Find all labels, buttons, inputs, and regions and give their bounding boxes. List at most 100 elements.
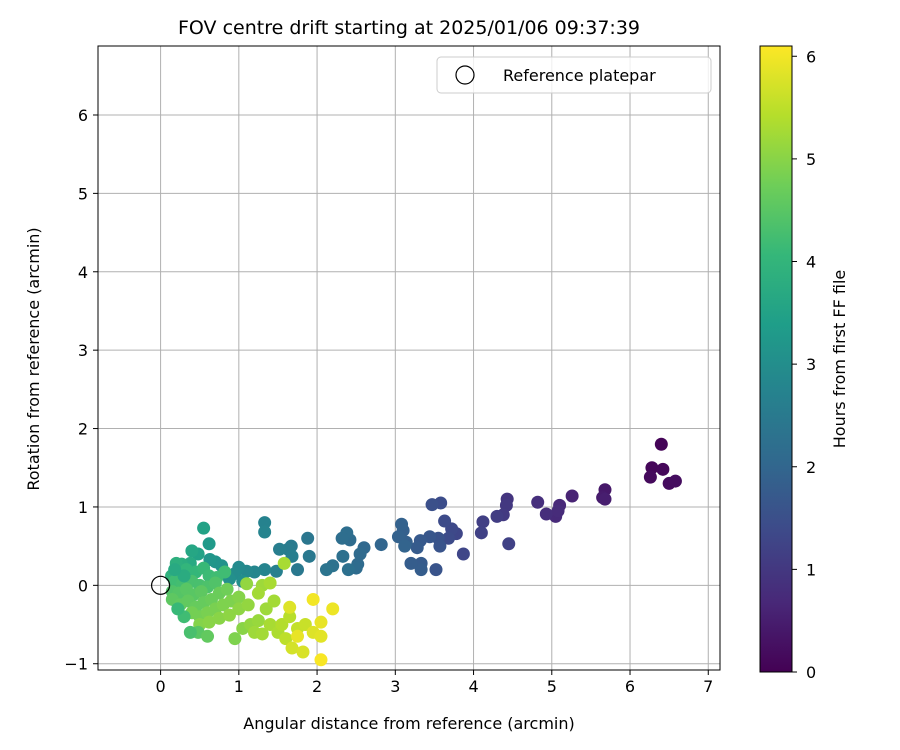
data-point: [442, 531, 456, 545]
data-point: [425, 498, 439, 512]
data-point: [301, 531, 315, 545]
data-point: [291, 629, 305, 643]
x-tick-label: 7: [703, 677, 713, 696]
data-point: [391, 530, 405, 544]
data-point: [208, 576, 222, 590]
colorbar-label: Hours from first FF file: [830, 270, 849, 449]
data-point: [263, 576, 277, 590]
data-point: [228, 632, 242, 646]
reference-marker: [150, 575, 171, 595]
data-point: [474, 526, 488, 540]
data-point: [258, 525, 272, 539]
data-point: [194, 585, 208, 599]
colorbar-tick-label: 5: [806, 150, 816, 169]
data-point: [502, 537, 516, 551]
grid-lines: [98, 46, 720, 670]
y-tick-label: 1: [78, 498, 88, 517]
data-point: [183, 625, 197, 639]
data-point: [241, 598, 255, 612]
data-point: [314, 629, 328, 643]
data-point: [551, 504, 565, 518]
reference-point: [150, 575, 171, 595]
data-point: [456, 547, 470, 561]
colorbar-tick-label: 1: [806, 560, 816, 579]
x-tick-label: 1: [234, 677, 244, 696]
data-point: [656, 462, 670, 476]
x-axis-label: Angular distance from reference (arcmin): [243, 714, 574, 733]
y-tick-label: 4: [78, 263, 88, 282]
data-point: [433, 539, 447, 553]
legend-marker: [455, 65, 475, 85]
data-point: [490, 509, 504, 523]
data-point: [283, 600, 297, 614]
data-point: [654, 437, 668, 451]
data-point: [410, 541, 424, 555]
legend: Reference platepar: [436, 56, 712, 94]
data-point: [277, 556, 291, 570]
data-point: [177, 569, 191, 583]
data-point: [395, 517, 409, 531]
data-point: [202, 537, 216, 551]
data-point: [404, 556, 418, 570]
data-point: [336, 549, 350, 563]
data-point: [319, 563, 333, 577]
data-point: [201, 629, 215, 643]
data-point: [643, 470, 657, 484]
data-point: [258, 516, 272, 530]
data-point: [565, 489, 579, 503]
x-tick-label: 4: [468, 677, 478, 696]
data-point: [476, 515, 490, 529]
legend-box: [436, 56, 712, 94]
x-axis-ticks: 0 1 2 3 4 5 6 7: [155, 670, 713, 696]
y-axis-ticks: −1 0 1 2 3 4 5 6: [64, 106, 98, 674]
x-tick-label: 6: [625, 677, 635, 696]
data-point: [283, 610, 297, 624]
data-point: [251, 614, 265, 628]
data-point: [197, 521, 211, 535]
data-point: [438, 514, 452, 528]
data-point: [258, 563, 272, 577]
data-point: [598, 492, 612, 506]
data-point: [398, 539, 412, 553]
data-point: [429, 563, 443, 577]
data-point: [341, 563, 355, 577]
y-tick-label: 3: [78, 341, 88, 360]
data-point: [314, 615, 328, 629]
data-points: [165, 437, 682, 667]
data-point: [353, 547, 367, 561]
data-point: [273, 542, 287, 556]
colorbar-tick-label: 4: [806, 253, 816, 272]
data-point: [232, 590, 246, 604]
data-point: [374, 538, 388, 552]
data-point: [171, 602, 185, 616]
data-point: [218, 565, 232, 579]
chart-title: FOV centre drift starting at 2025/01/06 …: [178, 17, 640, 39]
colorbar-tick-label: 3: [806, 355, 816, 374]
colorbar-ticks: 0 1 2 3 4 5 6: [792, 47, 816, 682]
data-point: [539, 507, 553, 521]
legend-entry: Reference platepar: [503, 66, 656, 85]
data-point: [202, 615, 216, 629]
y-tick-label: 5: [78, 184, 88, 203]
x-tick-label: 5: [547, 677, 557, 696]
data-point: [279, 632, 293, 646]
x-tick-label: 3: [390, 677, 400, 696]
colorbar-tick-label: 2: [806, 458, 816, 477]
data-point: [302, 549, 316, 563]
colorbar: [759, 45, 793, 673]
data-point: [255, 627, 269, 641]
data-point: [220, 582, 234, 596]
x-tick-label: 0: [155, 677, 165, 696]
data-point: [185, 544, 199, 558]
x-tick-label: 2: [312, 677, 322, 696]
y-tick-label: 0: [78, 576, 88, 595]
y-tick-label: 6: [78, 106, 88, 125]
data-point: [326, 602, 340, 616]
data-point: [296, 645, 310, 659]
plot-frame: [97, 45, 721, 671]
colorbar-tick-label: 6: [806, 47, 816, 66]
data-point: [335, 531, 349, 545]
data-point: [668, 474, 682, 488]
data-point: [306, 592, 320, 606]
data-point: [240, 577, 254, 591]
